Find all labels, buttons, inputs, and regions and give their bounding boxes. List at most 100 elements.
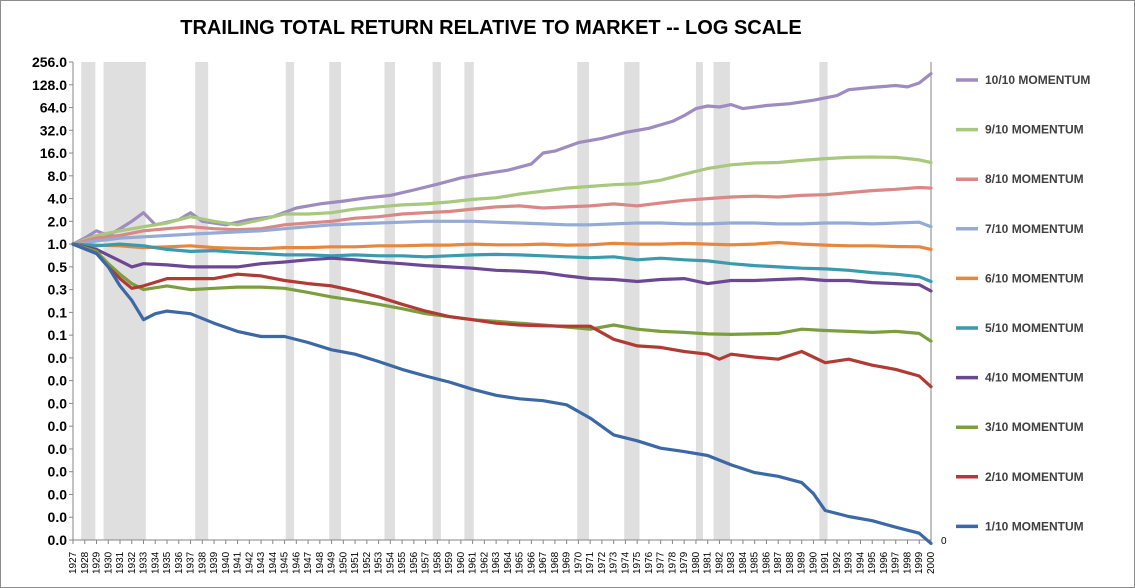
x-tick-label: 1981 — [703, 551, 714, 574]
recession-band — [624, 62, 640, 540]
x-tick-label: 1945 — [280, 551, 291, 574]
x-tick-label: 1930 — [103, 551, 114, 574]
x-tick-label: 1929 — [92, 551, 103, 574]
y-tick-label: 8.0 — [48, 168, 68, 184]
recession-band — [195, 62, 209, 540]
x-tick-label: 1948 — [315, 551, 326, 574]
x-tick-label: 1937 — [186, 551, 197, 574]
x-tick-label: 1927 — [68, 551, 79, 574]
y-tick-label: 0.0 — [48, 464, 68, 480]
x-tick-label: 1971 — [585, 551, 596, 574]
recession-band — [695, 62, 703, 540]
x-tick-label: 1993 — [844, 551, 855, 574]
x-tick-label: 1979 — [679, 551, 690, 574]
x-tick-label: 1986 — [761, 551, 772, 574]
y-tick-label: 4.0 — [48, 191, 68, 207]
x-tick-label: 1990 — [808, 551, 819, 574]
x-tick-label: 1952 — [362, 551, 373, 574]
x-tick-label: 1962 — [479, 551, 490, 574]
series-line — [71, 242, 933, 546]
series-line — [71, 155, 933, 246]
x-tick-label: 1955 — [397, 551, 408, 574]
recession-band — [285, 62, 294, 540]
legend-label: 4/10 MOMENTUM — [985, 371, 1084, 385]
x-tick-label: 1939 — [209, 551, 220, 574]
x-tick-label: 1977 — [656, 551, 667, 574]
recession-band — [329, 62, 341, 540]
x-tick-label: 1973 — [609, 551, 620, 574]
x-tick-label: 1959 — [444, 551, 455, 574]
recession-band — [81, 62, 96, 540]
y-tick-label: 0.0 — [48, 350, 68, 366]
y-tick-label: 0.1 — [48, 304, 68, 320]
x-tick-label: 1992 — [832, 551, 843, 574]
y-tick-label: 0.0 — [48, 418, 68, 434]
y-tick-label: 256.0 — [32, 54, 67, 70]
legend-label: 6/10 MOMENTUM — [985, 271, 1084, 285]
x-tick-label: 2000 — [926, 551, 937, 574]
x-tick-label: 1966 — [526, 551, 537, 574]
x-tick-label: 1928 — [80, 551, 91, 574]
x-tick-label: 1991 — [820, 551, 831, 574]
recession-band — [819, 62, 828, 540]
x-tick-label: 1954 — [385, 551, 396, 574]
y-tick-label: 0.0 — [48, 509, 68, 525]
x-tick-label: 1964 — [503, 551, 514, 574]
y-tick-label: 0.0 — [48, 373, 68, 389]
y-tick-label: 0.0 — [48, 395, 68, 411]
recession-band — [577, 62, 589, 540]
series-line — [71, 240, 933, 251]
series-line — [71, 185, 933, 246]
y-tick-label: 16.0 — [40, 145, 67, 161]
x-tick-label: 1970 — [573, 551, 584, 574]
x-tick-label: 1944 — [268, 551, 279, 574]
x-tick-label: 1935 — [162, 551, 173, 574]
legend-label: 9/10 MOMENTUM — [985, 123, 1084, 137]
x-tick-label: 1960 — [456, 551, 467, 574]
x-tick-label: 1950 — [338, 551, 349, 574]
x-tick-label: 1974 — [620, 551, 631, 574]
y-tick-label: 0.0 — [48, 532, 68, 548]
x-tick-label: 1994 — [855, 551, 866, 574]
recession-band — [464, 62, 474, 540]
x-tick-label: 1963 — [491, 551, 502, 574]
x-tick-label: 1943 — [256, 551, 267, 574]
x-tick-label: 1968 — [550, 551, 561, 574]
x-tick-label: 1953 — [374, 551, 385, 574]
legend-label: 2/10 MOMENTUM — [985, 470, 1084, 484]
legend-label: 10/10 MOMENTUM — [985, 73, 1090, 87]
x-tick-label: 1988 — [785, 551, 796, 574]
x-tick-label: 1965 — [515, 551, 526, 574]
y-tick-label: 2.0 — [48, 213, 68, 229]
legend-label: 1/10 MOMENTUM — [985, 519, 1084, 533]
x-tick-label: 1989 — [797, 551, 808, 574]
x-tick-label: 1998 — [902, 551, 913, 574]
x-tick-label: 1940 — [221, 551, 232, 574]
x-tick-label: 1969 — [562, 551, 573, 574]
x-tick-label: 1984 — [738, 551, 749, 574]
recession-band — [103, 62, 146, 540]
secondary-axis-label: 0 — [941, 536, 947, 547]
x-tick-label: 1978 — [667, 551, 678, 574]
y-tick-label: 1.0 — [48, 236, 68, 252]
x-tick-label: 1972 — [597, 551, 608, 574]
y-tick-label: 0.3 — [48, 282, 68, 298]
x-tick-label: 1947 — [303, 551, 314, 574]
x-tick-label: 1941 — [233, 551, 244, 574]
x-tick-label: 1932 — [127, 551, 138, 574]
x-tick-label: 1956 — [409, 551, 420, 574]
y-tick-label: 128.0 — [32, 77, 67, 93]
x-tick-label: 1996 — [879, 551, 890, 574]
chart-title: TRAILING TOTAL RETURN RELATIVE TO MARKET… — [180, 17, 802, 39]
x-tick-label: 1938 — [197, 551, 208, 574]
x-tick-label: 1967 — [538, 551, 549, 574]
x-tick-label: 1949 — [327, 551, 338, 574]
x-tick-label: 1975 — [632, 551, 643, 574]
legend-label: 8/10 MOMENTUM — [985, 172, 1084, 186]
x-tick-label: 1946 — [291, 551, 302, 574]
x-tick-label: 1976 — [644, 551, 655, 574]
x-tick-label: 1951 — [350, 551, 361, 574]
x-tick-label: 1961 — [468, 551, 479, 574]
series-line — [71, 242, 933, 284]
